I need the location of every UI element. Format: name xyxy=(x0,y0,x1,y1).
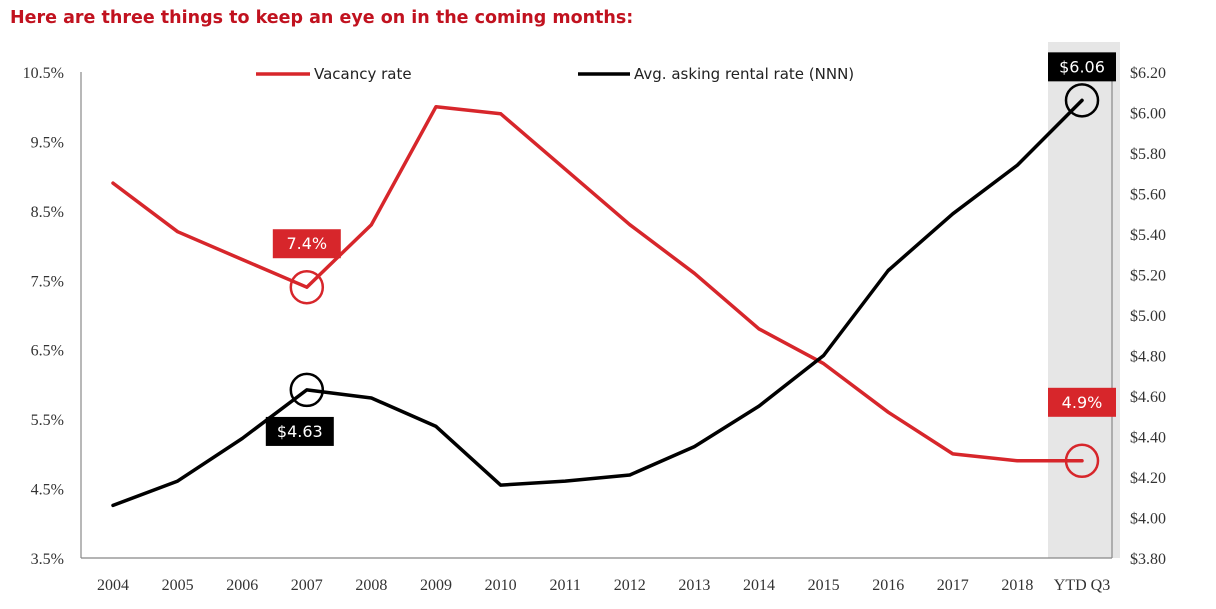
data-point xyxy=(822,354,826,357)
legend-label: Vacancy rate xyxy=(314,65,412,83)
left-tick-label: 8.5% xyxy=(31,204,64,221)
callout-box xyxy=(1048,387,1116,417)
callout-label: $6.06 xyxy=(1059,57,1105,76)
data-point xyxy=(563,167,567,171)
series-line-vacancy-rate xyxy=(111,104,1084,463)
right-tick-label: $5.60 xyxy=(1130,187,1166,204)
callout-label: 7.4% xyxy=(286,234,327,253)
data-point xyxy=(822,362,826,366)
data-point xyxy=(369,396,373,400)
data-point xyxy=(951,212,955,216)
data-point xyxy=(240,437,244,441)
left-tick-label: 10.5% xyxy=(23,65,64,82)
data-point xyxy=(1015,163,1019,167)
left-tick-label: 4.5% xyxy=(31,482,64,499)
right-tick-label: $3.80 xyxy=(1130,551,1166,568)
highlight-circle xyxy=(289,372,325,408)
x-tick-label: 2017 xyxy=(937,577,969,594)
x-tick-label: 2012 xyxy=(614,577,646,594)
x-tick-label: 2015 xyxy=(808,577,840,594)
right-tick-label: $6.00 xyxy=(1130,106,1166,123)
data-point xyxy=(692,271,696,275)
data-point xyxy=(434,424,438,428)
right-tick-label: $5.80 xyxy=(1130,146,1166,163)
highlight-band xyxy=(1048,42,1120,558)
right-tick-label: $4.60 xyxy=(1130,389,1166,406)
x-tick-label: 2016 xyxy=(872,577,904,594)
x-tick-label: 2011 xyxy=(549,577,580,594)
data-point xyxy=(240,257,244,261)
data-point xyxy=(1080,459,1084,463)
data-point xyxy=(499,112,503,116)
data-point xyxy=(434,105,438,109)
data-point xyxy=(176,479,180,483)
data-point xyxy=(628,473,632,477)
right-tick-label: $5.20 xyxy=(1130,268,1166,285)
callout-label: $4.63 xyxy=(277,422,323,441)
data-point xyxy=(111,503,115,507)
data-point xyxy=(757,404,761,408)
x-tick-label: 2004 xyxy=(97,577,129,594)
x-tick-label: YTD Q3 xyxy=(1054,577,1110,594)
x-tick-label: 2014 xyxy=(743,577,775,594)
x-tick-label: 2018 xyxy=(1001,577,1033,594)
callout-box xyxy=(1048,52,1116,82)
data-point xyxy=(886,410,890,414)
data-point xyxy=(176,230,180,234)
left-tick-label: 3.5% xyxy=(31,551,64,568)
right-tick-label: $5.00 xyxy=(1130,308,1166,325)
left-tick-label: 6.5% xyxy=(31,343,64,360)
data-point xyxy=(305,285,309,289)
series-line-asking-rent xyxy=(111,98,1084,508)
data-point xyxy=(886,268,890,272)
x-tick-label: 2008 xyxy=(355,577,387,594)
x-tick-label: 2009 xyxy=(420,577,452,594)
right-tick-label: $4.20 xyxy=(1130,470,1166,487)
highlight-circle xyxy=(1064,83,1100,118)
data-point xyxy=(951,452,955,456)
data-point xyxy=(757,327,761,331)
left-tick-label: 7.5% xyxy=(31,273,64,290)
highlight-circle xyxy=(289,269,325,305)
right-tick-label: $4.00 xyxy=(1130,511,1166,528)
right-tick-label: $4.40 xyxy=(1130,430,1166,447)
legend-label: Avg. asking rental rate (NNN) xyxy=(634,65,854,83)
callout-box xyxy=(265,416,334,446)
data-point xyxy=(692,445,696,449)
data-point xyxy=(499,483,503,487)
highlight-circle xyxy=(1064,443,1100,479)
left-tick-label: 5.5% xyxy=(31,412,64,429)
data-point xyxy=(305,388,309,392)
x-tick-label: 2013 xyxy=(678,577,710,594)
right-tick-label: $5.40 xyxy=(1130,227,1166,244)
data-point xyxy=(111,181,115,185)
right-tick-label: $4.80 xyxy=(1130,349,1166,366)
chart-heading: Here are three things to keep an eye on … xyxy=(10,8,634,28)
left-tick-label: 9.5% xyxy=(31,134,64,151)
callout-label: 4.9% xyxy=(1062,393,1103,412)
x-tick-label: 2010 xyxy=(485,577,517,594)
x-tick-label: 2007 xyxy=(291,577,323,594)
data-point xyxy=(563,479,567,483)
data-point xyxy=(1015,459,1019,463)
x-tick-label: 2006 xyxy=(226,577,258,594)
callout-box xyxy=(272,229,341,259)
right-tick-label: $6.20 xyxy=(1130,65,1166,82)
data-point xyxy=(1080,98,1084,102)
data-point xyxy=(628,223,632,227)
x-tick-label: 2005 xyxy=(162,577,194,594)
data-point xyxy=(369,223,373,227)
